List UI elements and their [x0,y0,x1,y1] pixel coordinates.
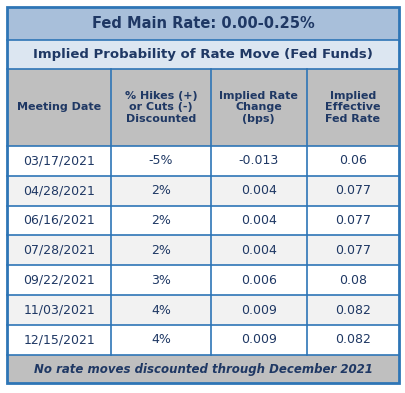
Text: 0.082: 0.082 [334,303,370,317]
Text: 4%: 4% [151,303,171,317]
Text: 0.08: 0.08 [338,274,366,287]
Text: Implied Rate
Change
(bps): Implied Rate Change (bps) [219,91,298,124]
Text: 0.06: 0.06 [338,154,366,167]
Text: 03/17/2021: 03/17/2021 [23,154,95,167]
Bar [7,69,398,146]
Text: 2%: 2% [151,184,171,197]
Text: 0.077: 0.077 [334,214,370,227]
Text: 0.009: 0.009 [240,303,276,317]
Bar [7,206,398,235]
Bar [7,146,398,176]
Bar [7,40,398,69]
Bar [7,235,398,265]
Text: 0.082: 0.082 [334,333,370,347]
Bar [7,355,398,383]
Text: 07/28/2021: 07/28/2021 [23,244,95,257]
Text: 0.006: 0.006 [240,274,276,287]
Text: 06/16/2021: 06/16/2021 [23,214,95,227]
Text: Implied Probability of Rate Move (Fed Funds): Implied Probability of Rate Move (Fed Fu… [33,48,372,61]
Text: 2%: 2% [151,214,171,227]
Text: 04/28/2021: 04/28/2021 [23,184,95,197]
Text: 0.004: 0.004 [240,214,276,227]
Text: No rate moves discounted through December 2021: No rate moves discounted through Decembe… [34,362,371,376]
Text: -5%: -5% [148,154,173,167]
Text: -0.013: -0.013 [238,154,278,167]
Text: 12/15/2021: 12/15/2021 [23,333,95,347]
Text: Fed Main Rate: 0.00-0.25%: Fed Main Rate: 0.00-0.25% [92,16,313,31]
Text: 09/22/2021: 09/22/2021 [23,274,95,287]
Text: 3%: 3% [151,274,171,287]
Bar [7,7,398,40]
Text: 0.009: 0.009 [240,333,276,347]
Bar [7,265,398,295]
Text: 2%: 2% [151,244,171,257]
Text: 0.077: 0.077 [334,244,370,257]
Text: % Hikes (+)
or Cuts (-)
Discounted: % Hikes (+) or Cuts (-) Discounted [124,91,197,124]
Text: 0.004: 0.004 [240,184,276,197]
Bar [7,325,398,355]
Bar [7,295,398,325]
Text: Implied
Effective
Fed Rate: Implied Effective Fed Rate [324,91,379,124]
Text: 0.077: 0.077 [334,184,370,197]
Text: 11/03/2021: 11/03/2021 [23,303,95,317]
Bar [7,176,398,206]
Text: 0.004: 0.004 [240,244,276,257]
Text: 4%: 4% [151,333,171,347]
Text: Meeting Date: Meeting Date [17,103,101,112]
